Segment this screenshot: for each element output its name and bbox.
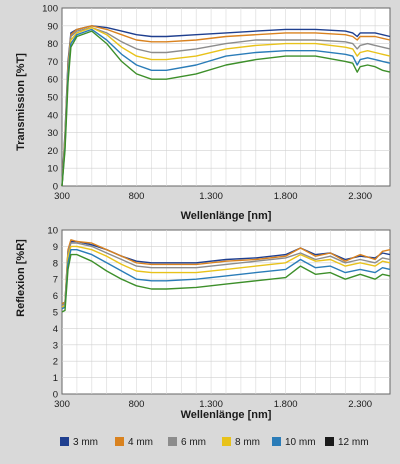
reflexion-ytick-label: 6 (53, 291, 58, 302)
legend-swatch (115, 437, 124, 446)
reflexion-xtick-label: 300 (54, 399, 70, 410)
transmission-ytick-label: 100 (42, 4, 58, 15)
transmission-ytick-label: 70 (47, 57, 58, 68)
legend-swatch (272, 437, 281, 446)
legend-label: 8 mm (235, 437, 260, 448)
reflexion-ytick-label: 7 (53, 275, 58, 286)
reflexion-xtick-label: 800 (129, 399, 145, 410)
reflexion-ytick-label: 8 (53, 258, 58, 269)
transmission-series-12mm (61, 30, 391, 187)
reflexion-series-12mm (61, 253, 391, 313)
transmission-xtick-label: 1.800 (274, 191, 298, 202)
transmission-ytick-label: 30 (47, 128, 58, 139)
reflexion-xlabel: Wellenlänge [nm] (181, 409, 272, 421)
transmission-chart: Transmission [%T] Wellenlänge [nm] 0 10 20… (15, 4, 391, 222)
transmission-ytick-label: 40 (47, 110, 58, 121)
reflexion-ylabel: Reflexion [%R] (15, 239, 27, 317)
legend: 3 mm 4 mm 6 mm 8 mm 10 mm 12 mm (60, 437, 369, 448)
reflexion-xtick-label: 1.300 (199, 399, 223, 410)
reflexion-ytick-label: 2 (53, 357, 58, 368)
transmission-xtick-label: 2.300 (348, 191, 372, 202)
reflexion-ytick-label: 3 (53, 340, 58, 351)
transmission-ytick-label: 0 (53, 182, 58, 193)
reflexion-ytick-label: 1 (53, 373, 58, 384)
transmission-series-6mm (61, 26, 391, 187)
reflexion-ytick-label: 9 (53, 242, 58, 253)
legend-swatch (325, 437, 334, 446)
reflexion-series-10mm (61, 249, 391, 310)
reflexion-ytick-label: 10 (47, 226, 58, 237)
transmission-xtick-label: 300 (54, 191, 70, 202)
legend-label: 3 mm (73, 437, 98, 448)
reflexion-series-4mm (61, 239, 391, 305)
legend-label: 6 mm (181, 437, 206, 448)
transmission-ytick-label: 80 (47, 39, 58, 50)
reflexion-ytick-label: 4 (53, 324, 58, 335)
transmission-ytick-label: 90 (47, 21, 58, 32)
reflexion-xtick-label: 2.300 (348, 399, 372, 410)
reflexion-ytick-label: 5 (53, 308, 58, 319)
transmission-xtick-label: 800 (129, 191, 145, 202)
reflexion-ytick-label: 0 (53, 390, 58, 401)
transmission-series-4mm (61, 25, 391, 187)
legend-swatch (168, 437, 177, 446)
transmission-series-10mm (61, 28, 391, 187)
transmission-series-8mm (61, 26, 391, 187)
transmission-xlabel: Wellenlänge [nm] (181, 210, 272, 222)
transmission-ytick-label: 60 (47, 75, 58, 86)
legend-label: 10 mm (285, 437, 316, 448)
reflexion-xtick-label: 1.800 (274, 399, 298, 410)
reflexion-chart: Reflexion [%R] Wellenlänge [nm] 0 1 2 3 4 5 6 7… (15, 226, 391, 421)
legend-label: 12 mm (338, 437, 369, 448)
reflexion-series-6mm (61, 242, 391, 307)
reflexion-series-8mm (61, 245, 391, 308)
transmission-ytick-label: 50 (47, 93, 58, 104)
legend-swatch (222, 437, 231, 446)
legend-swatch (60, 437, 69, 446)
transmission-ylabel: Transmission [%T] (15, 53, 27, 151)
transmission-ytick-label: 20 (47, 146, 58, 157)
transmission-xtick-label: 1.300 (199, 191, 223, 202)
legend-label: 4 mm (128, 437, 153, 448)
transmission-ytick-label: 10 (47, 164, 58, 175)
